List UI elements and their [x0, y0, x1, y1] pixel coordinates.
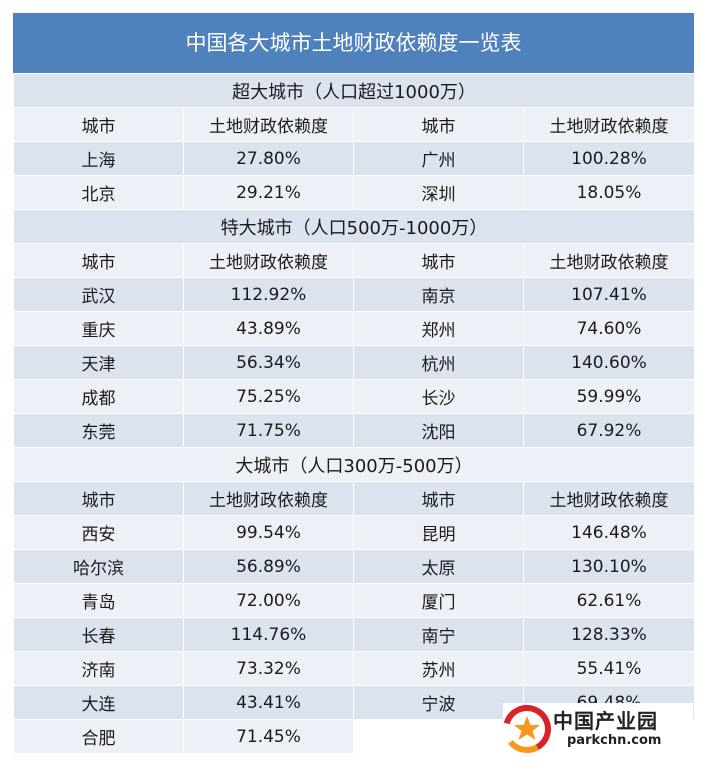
dependency-cell: 128.33%: [523, 617, 695, 652]
dependency-cell: 56.89%: [183, 549, 354, 584]
city-cell: 南京: [353, 277, 524, 312]
city-cell: 南宁: [353, 617, 524, 652]
city-cell: 长沙: [353, 379, 524, 414]
city-cell: 济南: [13, 651, 184, 686]
dependency-cell: 107.41%: [523, 277, 695, 312]
table-title: 中国各大城市土地财政依赖度一览表: [13, 12, 694, 73]
dependency-cell: 99.54%: [183, 515, 354, 550]
header-row: 城市 土地财政依赖度 城市 土地财政依赖度: [13, 243, 695, 278]
city-cell: 杭州: [353, 345, 524, 380]
park-logo-icon: [503, 705, 551, 753]
header-city: 城市: [353, 107, 524, 142]
city-cell: 上海: [13, 141, 184, 176]
dependency-cell: 74.60%: [523, 311, 695, 346]
table-row: 天津 56.34% 杭州 140.60%: [13, 345, 695, 380]
watermark: 中国产业园 parkchn.com: [503, 703, 693, 759]
city-cell: 合肥: [13, 719, 184, 754]
section-label: 大城市（人口300万-500万）: [13, 447, 695, 482]
section-row: 超大城市（人口超过1000万）: [13, 73, 695, 108]
dependency-cell: 146.48%: [523, 515, 695, 550]
header-row: 城市 土地财政依赖度 城市 土地财政依赖度: [13, 107, 695, 142]
table-row: 青岛 72.00% 厦门 62.61%: [13, 583, 695, 618]
city-cell: 长春: [13, 617, 184, 652]
dependency-cell: 18.05%: [523, 175, 695, 210]
dependency-cell: 56.34%: [183, 345, 354, 380]
city-cell: 昆明: [353, 515, 524, 550]
table-row: 上海 27.80% 广州 100.28%: [13, 141, 695, 176]
table-row: 东莞 71.75% 沈阳 67.92%: [13, 413, 695, 448]
watermark-name: 中国产业园: [553, 709, 658, 733]
dependency-cell: 112.92%: [183, 277, 354, 312]
dependency-cell: 62.61%: [523, 583, 695, 618]
city-cell: 武汉: [13, 277, 184, 312]
city-cell: 天津: [13, 345, 184, 380]
city-cell: 深圳: [353, 175, 524, 210]
city-cell: 重庆: [13, 311, 184, 346]
dependency-cell: 72.00%: [183, 583, 354, 618]
table-row: 济南 73.32% 苏州 55.41%: [13, 651, 695, 686]
table-row: 西安 99.54% 昆明 146.48%: [13, 515, 695, 550]
dependency-cell: 43.41%: [183, 685, 354, 720]
header-city: 城市: [13, 481, 184, 516]
city-cell: 北京: [13, 175, 184, 210]
section-row: 特大城市（人口500万-1000万）: [13, 209, 695, 244]
table-row: 长春 114.76% 南宁 128.33%: [13, 617, 695, 652]
city-cell: [353, 719, 524, 754]
city-cell: 哈尔滨: [13, 549, 184, 584]
header-dependency: 土地财政依赖度: [523, 481, 695, 516]
city-cell: 宁波: [353, 685, 524, 720]
dependency-cell: 55.41%: [523, 651, 695, 686]
header-city: 城市: [13, 243, 184, 278]
city-cell: 郑州: [353, 311, 524, 346]
header-dependency: 土地财政依赖度: [523, 243, 695, 278]
header-dependency: 土地财政依赖度: [183, 243, 354, 278]
city-cell: 厦门: [353, 583, 524, 618]
table-frame: 中国各大城市土地财政依赖度一览表 超大城市（人口超过1000万） 城市 土地财政依赖…: [13, 12, 695, 754]
city-cell: 东莞: [13, 413, 184, 448]
city-cell: 大连: [13, 685, 184, 720]
table-row: 成都 75.25% 长沙 59.99%: [13, 379, 695, 414]
city-cell: 成都: [13, 379, 184, 414]
dependency-cell: 100.28%: [523, 141, 695, 176]
city-cell: 苏州: [353, 651, 524, 686]
dependency-cell: 71.75%: [183, 413, 354, 448]
city-cell: 广州: [353, 141, 524, 176]
dependency-cell: 75.25%: [183, 379, 354, 414]
dependency-cell: 59.99%: [523, 379, 695, 414]
dependency-cell: 29.21%: [183, 175, 354, 210]
city-cell: 太原: [353, 549, 524, 584]
dependency-cell: 67.92%: [523, 413, 695, 448]
header-city: 城市: [353, 481, 524, 516]
header-city: 城市: [13, 107, 184, 142]
dependency-table: 超大城市（人口超过1000万） 城市 土地财政依赖度 城市 土地财政依赖度 上海 27.80…: [13, 73, 695, 754]
dependency-cell: 27.80%: [183, 141, 354, 176]
dependency-cell: 73.32%: [183, 651, 354, 686]
header-dependency: 土地财政依赖度: [183, 481, 354, 516]
watermark-url: parkchn.com: [567, 733, 662, 748]
section-label: 特大城市（人口500万-1000万）: [13, 209, 695, 244]
city-cell: 西安: [13, 515, 184, 550]
table-row: 哈尔滨 56.89% 太原 130.10%: [13, 549, 695, 584]
dependency-cell: 71.45%: [183, 719, 354, 754]
city-cell: 沈阳: [353, 413, 524, 448]
table-row: 武汉 112.92% 南京 107.41%: [13, 277, 695, 312]
header-row: 城市 土地财政依赖度 城市 土地财政依赖度: [13, 481, 695, 516]
dependency-cell: 140.60%: [523, 345, 695, 380]
header-dependency: 土地财政依赖度: [183, 107, 354, 142]
header-dependency: 土地财政依赖度: [523, 107, 695, 142]
table-row: 北京 29.21% 深圳 18.05%: [13, 175, 695, 210]
table-row: 重庆 43.89% 郑州 74.60%: [13, 311, 695, 346]
city-cell: 青岛: [13, 583, 184, 618]
dependency-cell: 43.89%: [183, 311, 354, 346]
header-city: 城市: [353, 243, 524, 278]
dependency-cell: 130.10%: [523, 549, 695, 584]
dependency-cell: 114.76%: [183, 617, 354, 652]
section-label: 超大城市（人口超过1000万）: [13, 73, 695, 108]
section-row: 大城市（人口300万-500万）: [13, 447, 695, 482]
